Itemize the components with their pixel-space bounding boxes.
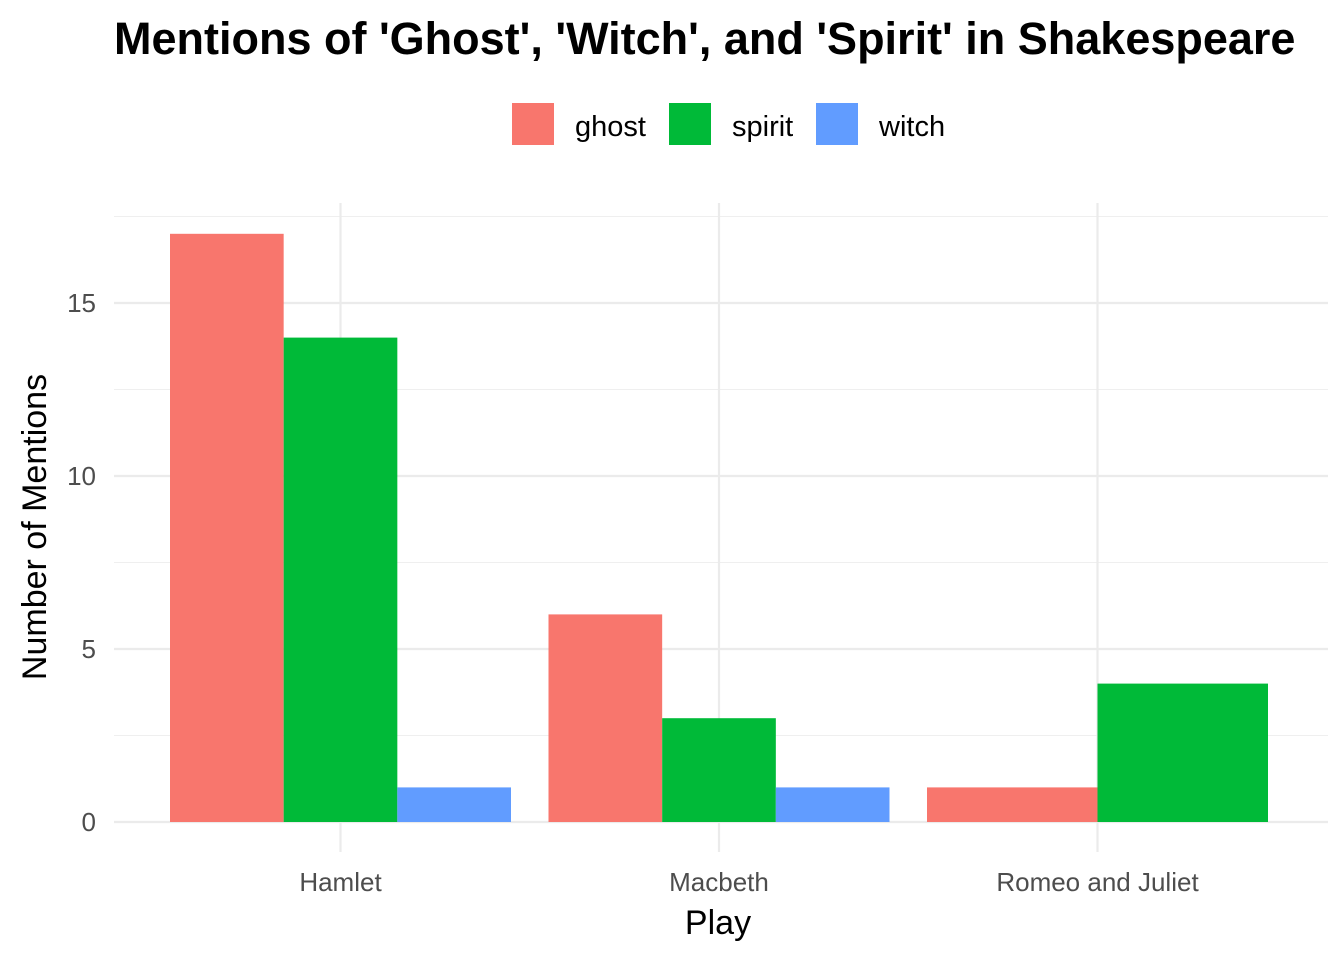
bars: [170, 233, 1268, 823]
legend-label-witch: witch: [878, 111, 945, 143]
bar-ghost-romeo-and-juliet: [927, 787, 1098, 822]
bar-witch-macbeth: [775, 787, 890, 822]
bar-ghost-macbeth: [548, 614, 663, 822]
y-tick-label: 5: [82, 634, 96, 664]
legend-swatch-spirit: [669, 103, 711, 145]
y-axis-ticks: 0 5 10 15: [67, 288, 96, 837]
legend-swatch-witch: [816, 103, 858, 145]
bar-witch-hamlet: [397, 787, 511, 822]
y-axis-title: Number of Mentions: [16, 374, 54, 680]
bar-ghost-hamlet: [170, 233, 284, 823]
x-axis-ticks: Hamlet Macbeth Romeo and Juliet: [299, 867, 1199, 897]
legend-swatch-ghost: [512, 103, 554, 145]
x-axis-title: Play: [685, 904, 751, 942]
x-tick-label: Romeo and Juliet: [996, 867, 1199, 897]
y-tick-label: 10: [67, 461, 96, 491]
bar-spirit-macbeth: [662, 718, 776, 822]
legend-label-ghost: ghost: [575, 111, 646, 143]
y-tick-label: 15: [67, 288, 96, 318]
bar-spirit-romeo-and-juliet: [1097, 683, 1268, 822]
legend-label-spirit: spirit: [732, 111, 793, 143]
y-tick-label: 0: [82, 807, 96, 837]
bar-spirit-hamlet: [283, 337, 398, 822]
legend: ghost spirit witch: [512, 103, 945, 145]
x-tick-label: Hamlet: [299, 867, 382, 897]
chart-title: Mentions of 'Ghost', 'Witch', and 'Spiri…: [114, 13, 1295, 64]
x-tick-label: Macbeth: [669, 867, 769, 897]
